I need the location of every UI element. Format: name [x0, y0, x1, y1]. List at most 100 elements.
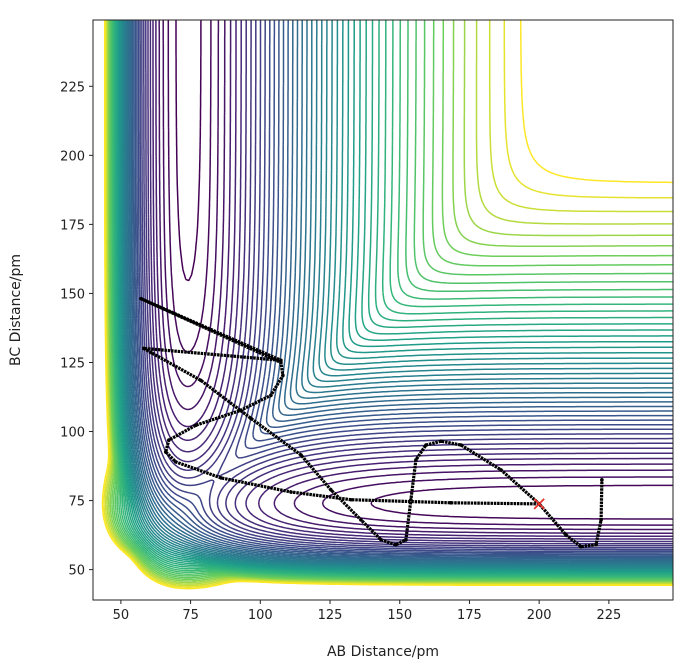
trajectory-point [409, 497, 413, 502]
y-tick-label: 175 [60, 218, 85, 233]
x-axis-label: AB Distance/pm [327, 644, 439, 660]
contour-line [134, 19, 673, 556]
contour-line [155, 20, 673, 534]
contour-line [115, 20, 673, 575]
contour-line [147, 20, 673, 543]
contour-line [117, 20, 673, 573]
y-tick-label: 50 [68, 564, 85, 579]
trajectory-point [579, 544, 583, 549]
trajectory-point [299, 453, 303, 457]
x-tick-label: 125 [318, 608, 343, 623]
trajectory-point [600, 478, 604, 482]
trajectory-point [379, 537, 383, 542]
trajectory-point [194, 423, 198, 427]
trajectory-point [594, 542, 598, 547]
contour-line [167, 20, 674, 520]
contour-line [139, 20, 673, 551]
contour-line [126, 20, 673, 564]
trajectory-point [394, 542, 398, 547]
x-tick-label: 50 [113, 608, 130, 623]
trajectory-point [167, 438, 171, 442]
contour-line [122, 20, 673, 568]
trajectory-point [269, 393, 273, 398]
y-tick-label: 125 [60, 356, 85, 371]
trajectory-point [249, 416, 253, 421]
trajectory-point [404, 537, 408, 542]
y-tick-label: 100 [60, 426, 85, 441]
x-tick-label: 225 [596, 608, 621, 623]
contour-lines [101, 19, 674, 590]
contour-line [110, 20, 673, 580]
contour-line [143, 20, 673, 547]
trajectory-point [219, 476, 223, 480]
y-tick-label: 200 [60, 149, 85, 164]
contour-line [120, 20, 673, 570]
trajectory-point [141, 346, 146, 351]
start-marker-x [533, 498, 545, 510]
trajectory-point [238, 408, 243, 413]
contour-line [136, 20, 673, 554]
y-axis-ticks: 50 75 100 125 150 175 200 225 [60, 80, 93, 579]
contour-line [118, 19, 673, 572]
trajectory-point [414, 458, 418, 462]
contour-line [130, 20, 673, 560]
x-tick-label: 150 [387, 608, 412, 623]
y-tick-label: 150 [60, 287, 85, 302]
contour-line [107, 20, 673, 583]
contour-line [114, 20, 673, 576]
trajectory-point [329, 488, 333, 492]
x-tick-label: 75 [182, 608, 199, 623]
contour-line [123, 20, 673, 567]
contour-line [124, 20, 673, 566]
contour-line [113, 20, 673, 577]
trajectory-point [174, 460, 178, 464]
trajectory-point [289, 490, 293, 494]
trajectory-point [359, 518, 363, 522]
contour-line [125, 20, 674, 565]
trajectory-point [424, 443, 428, 447]
contour-line [137, 20, 673, 553]
y-tick-label: 225 [60, 80, 85, 95]
contour-line [152, 20, 673, 538]
contour-line [114, 20, 673, 576]
trajectory-point [139, 296, 143, 301]
contour-line [109, 20, 673, 581]
contour-line [101, 20, 673, 590]
trajectory-point [281, 373, 285, 378]
contour-line [121, 20, 673, 569]
contour-line [175, 19, 202, 282]
trajectory-point [163, 450, 168, 454]
contour-line [106, 20, 673, 584]
trajectory-point [449, 500, 453, 505]
trajectory-point [564, 533, 568, 537]
contour-line [162, 20, 673, 526]
trajectory-point [599, 518, 603, 522]
trajectory [139, 296, 604, 549]
x-tick-label: 200 [527, 608, 552, 623]
trajectory-point [439, 439, 443, 443]
y-axis-label: BC Distance/pm [8, 254, 24, 366]
trajectory-point [459, 443, 463, 447]
x-tick-label: 100 [248, 608, 273, 623]
plot-frame [92, 19, 674, 601]
contour-line [131, 20, 673, 559]
contour-line [119, 20, 673, 571]
trajectory-point [349, 497, 353, 502]
contour-line [110, 20, 673, 580]
contour-line [129, 20, 673, 561]
contour-line [127, 20, 673, 562]
contour-line [149, 20, 673, 540]
contour-line [141, 20, 673, 549]
trajectory-point [499, 468, 503, 472]
x-axis-ticks: 50 75 100 125 150 175 200 225 [113, 600, 621, 623]
contour-line [133, 20, 673, 557]
trajectory-point [279, 358, 283, 363]
contour-line [158, 20, 673, 531]
contour-line [107, 20, 673, 583]
trajectory-point [199, 378, 203, 383]
contour-line [112, 20, 673, 578]
x-tick-label: 175 [457, 608, 482, 623]
trajectory-point [149, 350, 153, 355]
contour-line [116, 20, 673, 574]
